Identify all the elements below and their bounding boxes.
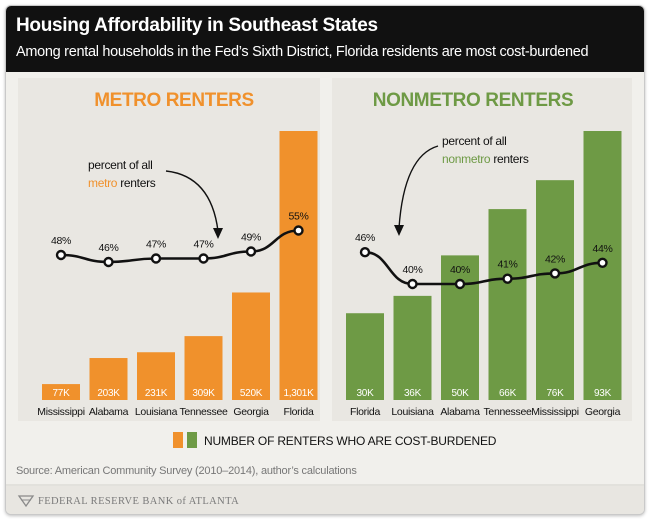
footer-text: FEDERAL RESERVE BANK of ATLANTA bbox=[38, 496, 239, 507]
nonmetro-bar bbox=[346, 313, 384, 400]
metro-percent-point bbox=[150, 253, 162, 264]
metro-percent-label: 55% bbox=[288, 211, 308, 223]
nonmetro-annotation-line2: nonmetro renters bbox=[442, 152, 529, 166]
nonmetro-percent-point bbox=[454, 278, 466, 290]
metro-annotation-arrow bbox=[165, 170, 219, 232]
metro-arrowhead-icon bbox=[213, 228, 223, 239]
nonmetro-bar-value-label: 93K bbox=[594, 388, 612, 399]
legend-metro-swatch bbox=[173, 432, 183, 448]
nonmetro-percent-label: 40% bbox=[402, 264, 422, 276]
legend-nonmetro-swatch bbox=[187, 432, 197, 448]
nonmetro-percent-point bbox=[407, 278, 418, 290]
metro-category-label: Louisiana bbox=[135, 406, 178, 418]
metro-bar bbox=[89, 358, 128, 400]
metro-bar-value-label: 203K bbox=[97, 388, 120, 399]
metro-percent-label: 47% bbox=[146, 239, 166, 251]
metro-annotation-highlight: metro bbox=[88, 176, 118, 190]
nonmetro-annotation-highlight: nonmetro bbox=[442, 152, 491, 166]
nonmetro-arrowhead-icon bbox=[394, 225, 404, 236]
nonmetro-bar bbox=[488, 209, 527, 400]
nonmetro-bar-value-label: 30K bbox=[357, 388, 375, 399]
nonmetro-category-label: Georgia bbox=[585, 406, 621, 418]
nonmetro-percent-label: 46% bbox=[355, 232, 375, 244]
metro-category-label: Mississippi bbox=[37, 406, 84, 418]
metro-bar-value-label: 231K bbox=[145, 388, 168, 399]
metro-percent-label: 48% bbox=[51, 235, 71, 247]
metro-bar-value-label: 520K bbox=[240, 388, 263, 399]
metro-bar bbox=[279, 131, 318, 400]
metro-percent-point bbox=[198, 253, 209, 264]
chart-frame: Housing Affordability in Southeast State… bbox=[5, 5, 645, 515]
nonmetro-category-label: Tennessee bbox=[483, 406, 532, 418]
nonmetro-percent-point bbox=[549, 268, 561, 279]
fed-logo-icon bbox=[17, 495, 35, 508]
metro-bar bbox=[184, 336, 223, 400]
nonmetro-percent-point bbox=[502, 273, 513, 284]
nonmetro-annotation-arrow bbox=[398, 145, 439, 229]
metro-percent-label: 46% bbox=[98, 242, 118, 254]
nonmetro-percent-point bbox=[597, 257, 608, 268]
metro-bar bbox=[42, 384, 80, 400]
metro-bar-value-label: 77K bbox=[53, 388, 71, 399]
metro-percent-point bbox=[103, 256, 114, 268]
metro-bar bbox=[232, 292, 270, 400]
nonmetro-bar bbox=[536, 180, 574, 400]
nonmetro-bar-value-label: 76K bbox=[547, 388, 565, 399]
nonmetro-bar bbox=[441, 255, 479, 400]
nonmetro-bar-value-label: 36K bbox=[404, 388, 422, 399]
nonmetro-percent-label: 41% bbox=[497, 259, 517, 271]
metro-panel-title: METRO RENTERS bbox=[94, 90, 253, 111]
metro-bar-value-label: 309K bbox=[192, 388, 215, 399]
metro-percent-point bbox=[245, 246, 257, 257]
nonmetro-percent-label: 40% bbox=[450, 264, 470, 276]
metro-category-label: Florida bbox=[284, 406, 314, 418]
legend-label: NUMBER OF RENTERS WHO ARE COST-BURDENED bbox=[204, 434, 497, 448]
metro-annotation-line2: metro renters bbox=[88, 176, 156, 190]
metro-annotation-line1: percent of all bbox=[88, 158, 153, 172]
header-bar: Housing Affordability in Southeast State… bbox=[6, 6, 644, 72]
nonmetro-category-label: Florida bbox=[350, 406, 380, 418]
nonmetro-percent-point bbox=[359, 246, 371, 258]
nonmetro-category-label: Alabama bbox=[440, 406, 480, 418]
metro-annotation-suffix: renters bbox=[117, 176, 156, 190]
source-note: Source: American Community Survey (2010–… bbox=[16, 465, 357, 477]
metro-percent-point bbox=[293, 225, 304, 236]
metro-category-label: Georgia bbox=[233, 406, 269, 418]
nonmetro-bar-value-label: 66K bbox=[499, 388, 517, 399]
nonmetro-category-label: Louisiana bbox=[391, 406, 434, 418]
footer-bar bbox=[6, 486, 644, 514]
chart-title: Housing Affordability in Southeast State… bbox=[16, 15, 378, 36]
nonmetro-category-label: Mississippi bbox=[531, 406, 578, 418]
nonmetro-bar-value-label: 50K bbox=[452, 388, 470, 399]
nonmetro-chart: 30K Florida 36K Louisiana 50K Alabama 66K Tenne… bbox=[346, 131, 622, 418]
metro-bar-value-label: 1,301K bbox=[284, 388, 315, 399]
nonmetro-annotation-suffix: renters bbox=[490, 152, 529, 166]
nonmetro-panel-title: NONMETRO RENTERS bbox=[373, 90, 574, 111]
metro-chart: 77K Mississippi 203K Alabama 231K Louisiana 30… bbox=[37, 131, 318, 418]
nonmetro-percent-label: 42% bbox=[545, 253, 565, 265]
nonmetro-annotation-line1: percent of all bbox=[442, 134, 507, 148]
metro-category-label: Alabama bbox=[89, 406, 129, 418]
metro-bar bbox=[137, 352, 175, 400]
metro-percent-label: 47% bbox=[193, 239, 213, 251]
chart-canvas: METRO RENTERS NONMETRO RENTERS 77K Missis… bbox=[6, 78, 644, 514]
chart-subtitle: Among rental households in the Fed’s Six… bbox=[16, 44, 589, 60]
metro-category-label: Tennessee bbox=[179, 406, 228, 418]
metro-percent-point bbox=[55, 249, 67, 261]
nonmetro-percent-label: 44% bbox=[592, 243, 612, 255]
nonmetro-bar bbox=[393, 295, 432, 400]
metro-percent-label: 49% bbox=[241, 232, 261, 244]
